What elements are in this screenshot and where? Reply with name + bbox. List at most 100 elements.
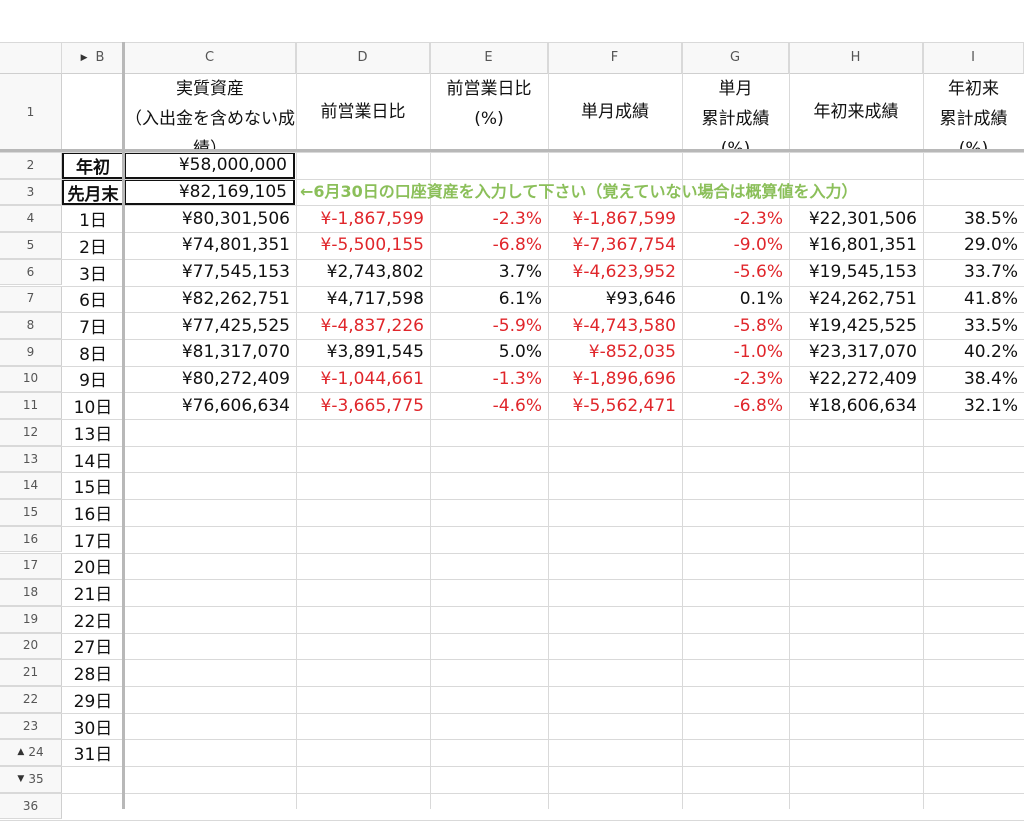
empty-cell[interactable] — [124, 713, 296, 740]
empty-cell[interactable] — [548, 446, 682, 473]
empty-cell[interactable] — [430, 606, 548, 633]
empty-cell[interactable] — [923, 686, 1024, 713]
cell-g7[interactable]: 0.1% — [739, 288, 783, 309]
cell-b3[interactable]: 先月末 — [62, 178, 124, 206]
freeze-pane-vertical[interactable] — [122, 42, 125, 809]
empty-cell[interactable] — [789, 766, 923, 793]
empty-cell[interactable] — [682, 499, 789, 526]
row-header-36[interactable]: 36 — [0, 792, 62, 820]
cell-b21[interactable]: 28日 — [73, 665, 113, 686]
empty-cell[interactable] — [682, 686, 789, 713]
empty-cell[interactable] — [789, 446, 923, 473]
empty-cell[interactable] — [548, 499, 682, 526]
empty-cell[interactable] — [789, 579, 923, 606]
empty-cell[interactable] — [682, 766, 789, 793]
column-header-f[interactable]: F — [548, 42, 682, 74]
empty-cell[interactable] — [682, 472, 789, 499]
empty-cell[interactable] — [923, 419, 1024, 446]
row-header-17[interactable]: 17 — [0, 552, 62, 580]
empty-cell[interactable] — [124, 419, 296, 446]
empty-cell[interactable] — [296, 793, 430, 820]
cell-d7[interactable]: ¥4,717,598 — [326, 288, 424, 309]
row-header-20[interactable]: 20 — [0, 632, 62, 660]
empty-cell[interactable] — [789, 686, 923, 713]
empty-cell[interactable] — [296, 526, 430, 553]
cell-i11[interactable]: 32.1% — [963, 395, 1018, 416]
empty-cell[interactable] — [923, 606, 1024, 633]
empty-cell[interactable] — [296, 419, 430, 446]
empty-cell[interactable] — [124, 472, 296, 499]
cell-b4[interactable]: 1日 — [79, 211, 107, 232]
row-header-7[interactable]: 7 — [0, 285, 62, 313]
cell-b7[interactable]: 6日 — [79, 291, 107, 312]
empty-cell[interactable] — [430, 446, 548, 473]
empty-cell[interactable] — [789, 739, 923, 766]
cell-b20[interactable]: 27日 — [73, 638, 113, 659]
empty-cell[interactable] — [548, 553, 682, 580]
empty-cell[interactable] — [923, 633, 1024, 660]
empty-cell[interactable] — [124, 686, 296, 713]
cell-c3[interactable]: ¥82,169,105 — [124, 178, 295, 206]
column-header-b[interactable]: ▶ B — [62, 42, 124, 74]
cell-b10[interactable]: 9日 — [79, 371, 107, 392]
header-cell-e[interactable]: 前営業日比 (%) — [430, 74, 548, 149]
empty-cell[interactable] — [789, 526, 923, 553]
cell-h7[interactable]: ¥24,262,751 — [808, 288, 917, 309]
cell-g8[interactable]: -5.8% — [733, 315, 783, 336]
empty-cell[interactable] — [124, 553, 296, 580]
cell-c10[interactable]: ¥80,272,409 — [181, 368, 290, 389]
cell-e11[interactable]: -4.6% — [492, 395, 542, 416]
cell-i7[interactable]: 41.8% — [963, 288, 1018, 309]
cell-b11[interactable]: 10日 — [73, 398, 113, 419]
corner-cell[interactable] — [0, 42, 62, 74]
empty-cell[interactable] — [923, 472, 1024, 499]
cell-c8[interactable]: ¥77,425,525 — [181, 315, 290, 336]
empty-cell[interactable] — [548, 579, 682, 606]
empty-cell[interactable] — [124, 793, 296, 820]
empty-cell[interactable] — [548, 633, 682, 660]
cell-b24[interactable]: 31日 — [73, 745, 113, 766]
empty-cell[interactable] — [548, 472, 682, 499]
empty-cell[interactable] — [789, 633, 923, 660]
row-header-22[interactable]: 22 — [0, 686, 62, 713]
empty-cell[interactable] — [548, 713, 682, 740]
empty-cell[interactable] — [62, 793, 124, 820]
expand-up-icon[interactable]: ▲ — [17, 747, 25, 758]
header-cell-d[interactable]: 前営業日比 — [296, 74, 430, 149]
empty-cell[interactable] — [548, 766, 682, 793]
empty-cell[interactable] — [296, 766, 430, 793]
empty-cell[interactable] — [923, 152, 1024, 179]
row-header-16[interactable]: 16 — [0, 525, 62, 553]
empty-cell[interactable] — [296, 659, 430, 686]
cell-b2[interactable]: 年初 — [62, 152, 124, 179]
empty-cell[interactable] — [789, 553, 923, 580]
empty-cell[interactable] — [923, 553, 1024, 580]
row-header-6[interactable]: 6 — [0, 258, 62, 286]
row-header-13[interactable]: 13 — [0, 445, 62, 473]
empty-cell[interactable] — [124, 633, 296, 660]
cell-b5[interactable]: 2日 — [79, 237, 107, 258]
column-header-d[interactable]: D — [296, 42, 430, 74]
empty-cell[interactable] — [124, 659, 296, 686]
empty-cell[interactable] — [430, 553, 548, 580]
empty-cell[interactable] — [124, 446, 296, 473]
empty-cell[interactable] — [682, 739, 789, 766]
empty-cell[interactable] — [296, 579, 430, 606]
empty-cell[interactable] — [682, 793, 789, 820]
empty-cell[interactable] — [430, 633, 548, 660]
empty-cell[interactable] — [682, 419, 789, 446]
empty-cell[interactable] — [682, 713, 789, 740]
empty-cell[interactable] — [296, 633, 430, 660]
cell-c9[interactable]: ¥81,317,070 — [181, 342, 290, 363]
cell-b23[interactable]: 30日 — [73, 718, 113, 739]
cell-i5[interactable]: 29.0% — [963, 235, 1018, 256]
empty-cell[interactable] — [923, 793, 1024, 820]
cell-b22[interactable]: 29日 — [73, 691, 113, 712]
cell-e9[interactable]: 5.0% — [498, 342, 542, 363]
empty-cell[interactable] — [62, 766, 124, 793]
cell-b12[interactable]: 13日 — [73, 424, 113, 445]
column-header-g[interactable]: G — [682, 42, 789, 74]
header-cell-h[interactable]: 年初来成績 — [789, 74, 923, 149]
row-header-35[interactable]: ▼ 35 — [0, 766, 62, 793]
cell-f7[interactable]: ¥93,646 — [605, 288, 676, 309]
